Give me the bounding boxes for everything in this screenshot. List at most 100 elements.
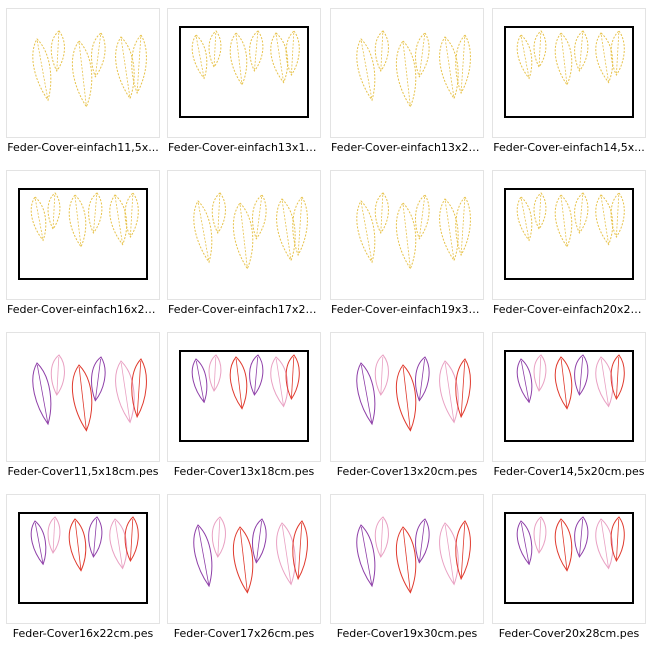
file-thumbnail[interactable] (330, 332, 484, 462)
embroidery-feathers-icon (356, 30, 471, 108)
file-thumbnail[interactable] (167, 8, 321, 138)
file-tile[interactable]: Feder-Cover16x22cm.pes (5, 494, 160, 649)
file-tile[interactable]: Feder-Cover17x26cm.pes (166, 494, 321, 649)
file-tile[interactable]: Feder-Cover-einfach13x20... (329, 8, 484, 163)
file-tile[interactable]: Feder-Cover-einfach16x22... (5, 170, 160, 325)
embroidery-feathers-icon (504, 26, 634, 118)
hoop-frame (504, 512, 634, 604)
feather-spine (297, 522, 303, 579)
feather-outline (88, 192, 103, 234)
feather-spine (560, 358, 568, 409)
feather-spine (538, 356, 542, 392)
file-name[interactable]: Feder-Cover-einfach13x18... (168, 141, 320, 154)
file-thumbnail[interactable] (6, 494, 160, 624)
feather-spine (290, 32, 295, 75)
file-tile[interactable]: Feder-Cover-einfach13x18... (166, 8, 321, 163)
hoop-frame (18, 512, 148, 604)
file-name[interactable]: Feder-Cover-einfach13x20... (331, 141, 483, 154)
feather-outline (533, 30, 547, 68)
feather-spine (94, 358, 102, 401)
file-tile[interactable]: Feder-Cover-einfach20x28... (491, 170, 646, 325)
feather-spine (94, 34, 102, 77)
feather-outline (232, 526, 254, 594)
file-thumbnail[interactable] (167, 170, 321, 300)
feather-spine (615, 518, 620, 561)
file-thumbnail[interactable] (330, 170, 484, 300)
file-name[interactable]: Feder-Cover14,5x20cm.pes (493, 465, 645, 478)
file-thumbnail[interactable] (492, 8, 646, 138)
file-name[interactable]: Feder-Cover11,5x18cm.pes (7, 465, 159, 478)
feather-spine (444, 38, 455, 99)
file-tile[interactable]: Feder-Cover13x20cm.pes (329, 332, 484, 487)
file-thumbnail[interactable] (6, 170, 160, 300)
feather-outline (249, 30, 264, 72)
feather-spine (290, 356, 295, 399)
file-tile[interactable]: Feder-Cover-einfach17x26... (166, 170, 321, 325)
file-tile[interactable]: Feder-Cover-einfach14,5x... (491, 8, 646, 163)
file-thumbnail[interactable] (6, 332, 160, 462)
feather-spine (34, 198, 44, 241)
file-tile[interactable]: Feder-Cover-einfach11,5x... (5, 8, 160, 163)
feather-outline (68, 194, 87, 248)
file-thumbnail[interactable] (167, 332, 321, 462)
feather-spine (136, 360, 142, 417)
feather-spine (36, 364, 49, 425)
file-name[interactable]: Feder-Cover-einfach20x28... (493, 303, 645, 316)
file-thumbnail[interactable] (492, 332, 646, 462)
feather-spine (275, 358, 285, 407)
file-tile[interactable]: Feder-Cover19x30cm.pes (329, 494, 484, 649)
file-name[interactable]: Feder-Cover19x30cm.pes (336, 627, 478, 640)
file-tile[interactable]: Feder-Cover11,5x18cm.pes (5, 332, 160, 487)
feather-outline (455, 34, 471, 95)
hoop-frame (504, 26, 634, 118)
feather-outline (516, 358, 533, 404)
feather-spine (402, 204, 411, 269)
embroidery-feathers-icon (18, 512, 148, 604)
file-name[interactable]: Feder-Cover-einfach14,5x... (493, 141, 645, 154)
file-thumbnail[interactable] (492, 494, 646, 624)
feather-spine (600, 34, 610, 83)
file-name[interactable]: Feder-Cover-einfach19x30... (331, 303, 483, 316)
feather-spine (217, 518, 221, 558)
file-thumbnail[interactable] (330, 494, 484, 624)
feather-spine (254, 32, 259, 71)
feather-outline (374, 192, 389, 234)
feather-spine (520, 198, 530, 241)
file-tile[interactable]: Feder-Cover14,5x20cm.pes (491, 332, 646, 487)
file-name[interactable]: Feder-Cover13x18cm.pes (173, 465, 315, 478)
file-name[interactable]: Feder-Cover-einfach17x26... (168, 303, 320, 316)
feather-outline (574, 192, 589, 234)
feather-outline (554, 518, 573, 572)
feather-spine (538, 518, 542, 554)
file-name[interactable]: Feder-Cover-einfach16x22... (7, 303, 159, 316)
feather-spine (615, 32, 620, 75)
feather-spine (254, 356, 259, 395)
feather-spine (197, 202, 210, 263)
file-name[interactable]: Feder-Cover13x20cm.pes (336, 465, 478, 478)
feather-outline (71, 40, 93, 108)
feather-spine (418, 34, 426, 77)
file-thumbnail[interactable] (492, 170, 646, 300)
file-name[interactable]: Feder-Cover20x28cm.pes (498, 627, 640, 640)
file-tile[interactable]: Feder-Cover13x18cm.pes (166, 332, 321, 487)
feather-spine (52, 518, 56, 554)
feather-outline (595, 32, 614, 84)
feather-outline (109, 194, 128, 246)
feather-outline (191, 34, 208, 80)
file-name[interactable]: Feder-Cover-einfach11,5x... (7, 141, 159, 154)
file-thumbnail[interactable] (6, 8, 160, 138)
feather-spine (281, 200, 292, 261)
file-tile[interactable]: Feder-Cover-einfach19x30... (329, 170, 484, 325)
feather-spine (360, 40, 373, 101)
feather-spine (380, 32, 384, 72)
file-tile[interactable]: Feder-Cover20x28cm.pes (491, 494, 646, 649)
feather-outline (439, 522, 459, 586)
file-name[interactable]: Feder-Cover17x26cm.pes (173, 627, 315, 640)
feather-outline (285, 354, 300, 400)
file-thumbnail[interactable] (330, 8, 484, 138)
feather-spine (239, 204, 248, 269)
feather-spine (538, 32, 542, 68)
feather-spine (255, 520, 263, 563)
file-name[interactable]: Feder-Cover16x22cm.pes (12, 627, 154, 640)
file-thumbnail[interactable] (167, 494, 321, 624)
